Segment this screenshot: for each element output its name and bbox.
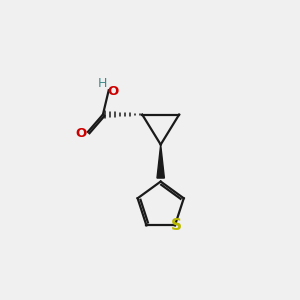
Text: S: S <box>171 218 182 233</box>
Polygon shape <box>157 145 164 178</box>
Text: H: H <box>98 77 108 90</box>
Text: O: O <box>76 127 87 140</box>
Text: O: O <box>107 85 118 98</box>
